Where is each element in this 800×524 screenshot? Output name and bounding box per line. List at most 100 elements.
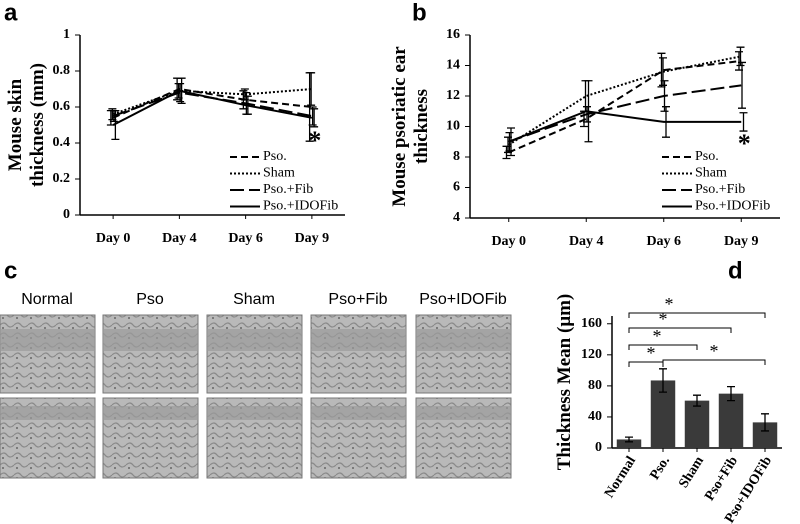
- epidermis-band: [0, 329, 95, 351]
- y-axis-label-line: Mouse psoriatic ear: [389, 46, 410, 207]
- significance-bracket: [662, 359, 766, 365]
- y-axis-label: Mouse psoriatic earthickness: [389, 46, 432, 207]
- y-tick-label: 0.2: [53, 171, 71, 186]
- y-tick-label: 12: [446, 88, 460, 103]
- y-tick-label: 6: [453, 180, 460, 195]
- x-tick-label: Day 6: [228, 231, 263, 246]
- y-tick-label: 80: [588, 378, 602, 393]
- error-bar: [659, 368, 667, 393]
- error-bar: [739, 112, 748, 132]
- y-tick-label: 0: [63, 207, 70, 222]
- series-line: [508, 59, 742, 154]
- error-bar: [583, 106, 591, 123]
- epidermis-band: [416, 329, 511, 351]
- significance-label: *: [659, 309, 668, 329]
- chart: a Mouse skinthickness (mm) 0 0.2 0.4 0.6 0.8 1 D…: [4, 0, 345, 246]
- epidermis-band: [311, 406, 406, 420]
- y-tick-label: 0: [595, 440, 602, 455]
- x-tick-label: Day 0: [96, 231, 131, 246]
- series-line: [112, 89, 313, 126]
- histology-image: [206, 314, 303, 394]
- y-tick-label: 4: [453, 210, 460, 225]
- y-tick-label: 40: [588, 409, 602, 424]
- significance-bracket: [628, 312, 766, 318]
- y-axis-label-line: Thickness Mean (μm): [554, 294, 575, 471]
- annotation: *: [738, 129, 751, 158]
- significance-label: *: [647, 343, 656, 363]
- significance-label: *: [665, 294, 674, 314]
- legend-label: Pso.: [695, 149, 719, 164]
- legend-label: Pso.: [263, 149, 287, 164]
- column-title: Sham: [233, 291, 275, 308]
- y-tick-label: 10: [446, 119, 460, 134]
- error-bar: [693, 394, 701, 407]
- error-bar: [625, 436, 633, 443]
- annotation: *: [308, 126, 321, 155]
- y-tick-label: 0.4: [53, 135, 71, 150]
- histology-panel: c Normal Pso Sham Pso+Fib Pso+IDOFib: [0, 257, 512, 479]
- y-tick-label: 14: [446, 58, 460, 73]
- legend-label: Pso.+IDOFib: [695, 199, 770, 214]
- error-bar: [738, 61, 746, 109]
- panel-label: a: [4, 0, 18, 26]
- x-tick-label: Normal: [602, 454, 639, 501]
- series-line: [112, 88, 312, 116]
- error-bar: [307, 72, 316, 106]
- y-axis-label-line: Mouse skin: [5, 78, 26, 171]
- column-title: Pso+IDOFib: [419, 291, 507, 308]
- error-bar: [310, 108, 319, 128]
- series-line: [508, 110, 742, 143]
- y-axis-label-line: thickness: [411, 89, 432, 164]
- histology-image: [102, 314, 199, 394]
- significance-label: *: [653, 326, 662, 346]
- error-bar: [662, 106, 670, 138]
- legend-label: Pso.+IDOFib: [263, 199, 338, 214]
- epidermis-band: [0, 406, 95, 420]
- error-bar: [176, 82, 185, 103]
- y-tick-label: 1: [63, 27, 70, 42]
- bar: [616, 439, 642, 448]
- error-bar: [584, 80, 593, 143]
- column-title: Pso: [136, 291, 164, 308]
- x-tick-label: Day 9: [724, 234, 759, 249]
- epidermis-band: [207, 406, 302, 420]
- legend-label: Pso.+Fib: [695, 182, 745, 197]
- error-bar: [177, 77, 186, 105]
- x-tick-label: Sham: [676, 454, 707, 491]
- series-line: [508, 84, 742, 143]
- panel-label: d: [728, 257, 743, 284]
- y-axis-label: Thickness Mean (μm): [554, 294, 575, 471]
- epidermis-band: [207, 329, 302, 351]
- significance-label: *: [710, 341, 719, 361]
- x-tick-label: Day 0: [491, 234, 526, 249]
- y-tick-label: 160: [581, 316, 602, 331]
- epidermis-band: [416, 406, 511, 420]
- y-tick-label: 16: [446, 27, 460, 42]
- legend-label: Sham: [263, 166, 295, 181]
- significance-bracket: [628, 344, 698, 350]
- epidermis-band: [103, 406, 198, 420]
- error-bar: [761, 413, 769, 432]
- x-tick-label: Day 4: [162, 231, 197, 246]
- column-title: Pso+Fib: [328, 291, 387, 308]
- y-tick-label: 0.8: [53, 63, 71, 78]
- bar: [718, 393, 744, 448]
- histology-image: [415, 314, 512, 394]
- y-tick-label: 120: [581, 347, 602, 362]
- x-tick-label: Pso.: [647, 454, 673, 483]
- legend-label: Sham: [695, 166, 727, 181]
- error-bar: [507, 127, 515, 157]
- bar: [684, 400, 710, 448]
- series-line: [508, 55, 742, 146]
- legend-label: Pso.+Fib: [263, 182, 313, 197]
- panel-label: b: [412, 0, 427, 26]
- x-tick-label: Day 6: [646, 234, 681, 249]
- column-title: Normal: [21, 291, 73, 308]
- histology-image: [310, 314, 407, 394]
- panel-label: c: [4, 257, 17, 284]
- error-bar: [243, 95, 252, 115]
- epidermis-band: [311, 329, 406, 351]
- chart: d Thickness Mean (μm) 0 40 80 120 160 Normal Pso…: [554, 257, 782, 524]
